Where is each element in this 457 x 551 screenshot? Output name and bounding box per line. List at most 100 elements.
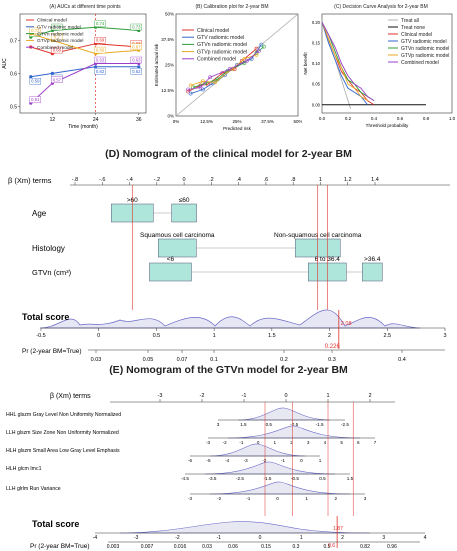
beta-tick-label: 1 [319, 177, 322, 183]
data-label-box [94, 68, 106, 75]
row-tick-label: -1 [246, 496, 251, 501]
legend-label: Treat all [401, 18, 419, 24]
y-tick-label: 37.5% [161, 37, 174, 42]
data-point [50, 71, 55, 75]
row-tick-label: -2.5 [341, 422, 349, 427]
probability-tick-label: 0.15 [261, 544, 271, 550]
total-tick-label: -3 [134, 535, 139, 541]
probability-tick-label: 0.03 [91, 357, 102, 363]
total-tick-label: 1 [300, 535, 303, 541]
total-tick-label: -1 [217, 535, 222, 541]
probability-tick-label: 0.5 [324, 544, 331, 550]
row-tick-label: -2.5 [236, 476, 244, 481]
legend-label: Clinical model [197, 28, 229, 34]
data-point [188, 83, 193, 88]
data-label-box [51, 76, 63, 84]
x-tick-label: 25% [232, 119, 241, 124]
data-label-box [29, 77, 41, 85]
data-point [29, 75, 33, 79]
y-tick-label: 0.00 [312, 102, 321, 107]
gtvn-nomogram: β (Xm) terms -3 -2 -1 0 1 2 HHL glszm Gray Leve… [6, 393, 427, 550]
y-tick-label: 12.5% [161, 88, 174, 93]
data-label: 0.57 [53, 77, 62, 82]
series-line [321, 22, 375, 102]
data-label: 0.67 [132, 44, 141, 49]
category-box [149, 262, 192, 282]
x-tick-label: 1.0 [449, 116, 456, 121]
y-tick-label: 50% [165, 12, 174, 17]
data-label: 0.66 [53, 48, 62, 53]
row-tick-label: -1 [281, 458, 286, 463]
series-line [30, 33, 139, 55]
category-label: <6 [167, 256, 175, 263]
legend-label: Treat none [401, 25, 425, 31]
row-label: Histology [32, 244, 65, 253]
y-tick-label: 0.5 [10, 104, 17, 110]
y-tick-label: 0% [167, 114, 174, 119]
y-axis-label: Net benefit [303, 52, 308, 75]
total-tick-label: 0 [97, 333, 100, 339]
y-tick-label: 0.7 [10, 38, 17, 44]
beta-tick-label: 0 [183, 177, 186, 183]
x-tick-label: 12 [50, 117, 56, 123]
data-label-box [51, 46, 63, 54]
data-label: 0.63 [96, 58, 105, 63]
x-tick-label: 0.6 [397, 116, 404, 121]
data-label: 0.72 [31, 28, 40, 33]
data-point [259, 42, 264, 47]
data-label-box [130, 23, 143, 31]
data-point [254, 46, 259, 51]
y-tick-label: 0.6 [10, 71, 17, 77]
row-tick-label: -0.5 [290, 422, 298, 427]
legend-label: Combined model [37, 45, 73, 51]
x-tick-label: 0.2 [345, 116, 352, 121]
data-label-box [29, 27, 41, 34]
data-label: 0.69 [96, 38, 105, 43]
legend-label: GTV radiomic model [37, 24, 81, 30]
category-box [362, 262, 383, 282]
y-tick-label: 0.20 [312, 20, 321, 25]
probability-marker-label: 0.226 [325, 344, 341, 350]
legend-label: GTV radiomic model [197, 35, 244, 41]
row-tick-label: -1.5 [264, 476, 272, 481]
row-tick-label: -3 [244, 458, 249, 463]
row-tick-label: 1 [274, 440, 277, 445]
total-tick-label: 0.5 [153, 333, 161, 339]
data-label: 0.68 [132, 41, 141, 46]
category-label: ≤60 [179, 197, 190, 204]
series-line [321, 22, 375, 102]
data-point [200, 79, 205, 84]
row-label: HLH glszm Small Area Low Gray Level Emph… [6, 448, 120, 454]
category-label: >36.4 [364, 256, 381, 263]
row-tick-label: 0 [300, 458, 303, 463]
data-point [186, 89, 191, 94]
row-density [209, 481, 351, 495]
decision-curve-chart: 0.0 0.2 0.4 0.6 0.8 1.0 0.00 0.05 0.10 0.15 0.20 Th… [303, 13, 456, 128]
data-point [208, 75, 213, 80]
total-tick-label: -4 [93, 535, 98, 541]
beta-tick-label: .2 [209, 177, 214, 183]
probability-label: Pr (2-year BM=True) [30, 543, 90, 550]
legend-label: GTVp radiomic model [197, 49, 247, 55]
data-label: 0.59 [31, 79, 40, 84]
row-tick-label: -6 [188, 458, 193, 463]
row-tick-label: 5 [340, 440, 343, 445]
data-point [186, 87, 191, 92]
total-tick-label: 3 [443, 333, 446, 339]
panel-a: (A) AUCs at different time points 12 24 36… [0, 0, 152, 140]
row-tick-label: -2 [217, 496, 222, 501]
beta-tick-label: .4 [236, 177, 241, 183]
data-label-box [94, 56, 106, 64]
total-tick-label: 2 [341, 535, 344, 541]
legend-label: Combined model [197, 57, 236, 63]
beta-tick-label: -1 [242, 393, 247, 399]
data-label: 0.62 [132, 69, 141, 74]
total-tick-label: -2 [175, 535, 180, 541]
x-axis-label: Time (month) [68, 124, 98, 130]
panel-a-title: (A) AUCs at different time points [49, 4, 121, 10]
probability-tick-label: 0.007 [141, 544, 154, 550]
beta-tick-label: 0 [284, 393, 287, 399]
series-line [30, 26, 139, 38]
x-tick-label: 24 [93, 117, 99, 123]
x-tick-label: 0.0 [319, 116, 326, 121]
